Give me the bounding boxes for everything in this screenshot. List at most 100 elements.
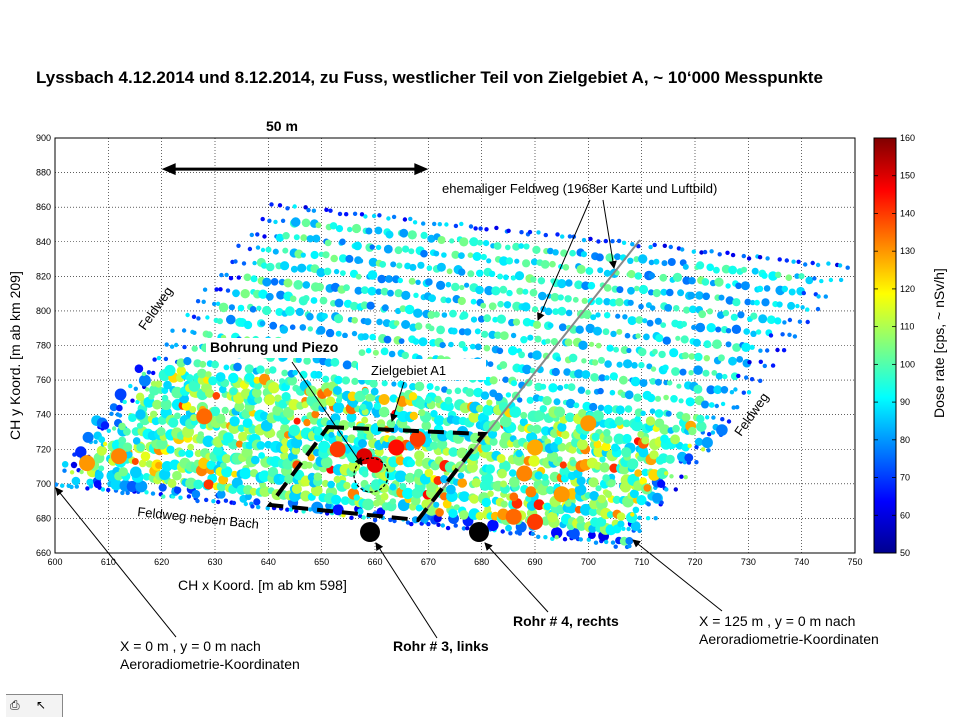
survey-point bbox=[379, 483, 390, 494]
survey-point bbox=[659, 500, 664, 505]
survey-point bbox=[249, 487, 258, 496]
survey-point bbox=[138, 459, 147, 468]
survey-point bbox=[725, 250, 730, 255]
survey-point bbox=[434, 395, 442, 404]
survey-point bbox=[682, 263, 689, 270]
survey-point bbox=[500, 480, 507, 488]
survey-point bbox=[340, 496, 350, 505]
survey-point bbox=[634, 285, 640, 292]
survey-point bbox=[699, 250, 704, 255]
survey-point bbox=[392, 518, 397, 524]
survey-point bbox=[118, 422, 126, 431]
survey-point bbox=[506, 289, 513, 297]
survey-point bbox=[368, 257, 378, 267]
survey-point bbox=[564, 295, 572, 303]
survey-point bbox=[420, 249, 428, 258]
survey-point bbox=[785, 274, 793, 282]
survey-point bbox=[474, 328, 481, 335]
survey-point bbox=[679, 474, 684, 479]
survey-point bbox=[533, 499, 545, 511]
survey-point bbox=[662, 243, 667, 248]
survey-point bbox=[351, 317, 359, 324]
figure-tool-icon[interactable]: ⎙ bbox=[10, 698, 20, 712]
survey-point bbox=[133, 386, 138, 391]
survey-point bbox=[469, 494, 479, 504]
survey-point bbox=[316, 267, 326, 278]
survey-point bbox=[259, 320, 266, 327]
survey-point bbox=[703, 355, 710, 362]
survey-point bbox=[791, 259, 796, 264]
survey-point bbox=[522, 259, 531, 268]
survey-point bbox=[627, 257, 634, 264]
survey-point bbox=[118, 467, 128, 477]
survey-point bbox=[518, 351, 525, 359]
survey-point bbox=[782, 320, 787, 325]
survey-point bbox=[543, 535, 548, 540]
survey-point bbox=[737, 311, 745, 319]
arrow-tool-icon[interactable]: ↖ bbox=[36, 698, 47, 712]
survey-point bbox=[413, 308, 423, 318]
survey-point bbox=[389, 498, 397, 505]
survey-point bbox=[555, 356, 562, 362]
survey-point bbox=[427, 234, 436, 243]
survey-point bbox=[164, 342, 169, 347]
survey-point bbox=[750, 299, 756, 306]
survey-point bbox=[325, 396, 336, 407]
survey-point bbox=[244, 364, 254, 374]
survey-point bbox=[282, 406, 294, 418]
survey-point bbox=[74, 484, 80, 489]
survey-point bbox=[102, 441, 108, 447]
survey-point bbox=[684, 453, 694, 463]
survey-point bbox=[327, 480, 335, 489]
survey-point bbox=[225, 288, 231, 293]
colorbar-tick-label: 80 bbox=[900, 435, 910, 445]
corner-arrow bbox=[632, 539, 723, 612]
survey-point bbox=[394, 246, 403, 255]
survey-point bbox=[138, 374, 151, 387]
survey-point bbox=[191, 489, 201, 499]
survey-point bbox=[828, 277, 834, 283]
survey-point bbox=[516, 287, 524, 295]
survey-point bbox=[763, 285, 771, 292]
survey-point bbox=[251, 387, 262, 398]
survey-point bbox=[596, 239, 601, 244]
x-tick-label: 720 bbox=[687, 557, 702, 567]
survey-point bbox=[408, 277, 416, 285]
survey-point bbox=[436, 522, 441, 527]
survey-point bbox=[481, 497, 491, 508]
survey-point bbox=[421, 221, 426, 226]
survey-point bbox=[318, 440, 331, 453]
survey-point bbox=[343, 443, 354, 454]
survey-point bbox=[351, 330, 358, 337]
survey-point bbox=[554, 406, 565, 418]
survey-point bbox=[482, 404, 494, 416]
survey-point bbox=[269, 366, 277, 374]
survey-point bbox=[383, 244, 393, 254]
survey-point bbox=[288, 507, 294, 512]
survey-point bbox=[93, 439, 98, 445]
survey-point bbox=[260, 216, 265, 222]
survey-point bbox=[389, 483, 397, 491]
survey-point bbox=[615, 313, 621, 319]
survey-point bbox=[449, 238, 455, 244]
survey-point bbox=[624, 332, 631, 339]
survey-point bbox=[733, 387, 738, 392]
survey-point bbox=[589, 341, 595, 347]
survey-point bbox=[211, 499, 216, 504]
survey-point bbox=[242, 418, 253, 428]
survey-point bbox=[659, 273, 668, 282]
survey-point bbox=[417, 261, 425, 269]
survey-point bbox=[306, 207, 311, 213]
survey-point bbox=[675, 441, 684, 450]
survey-point bbox=[563, 368, 571, 376]
survey-point bbox=[452, 415, 461, 425]
survey-point bbox=[231, 500, 237, 506]
survey-point bbox=[624, 390, 634, 400]
survey-point bbox=[135, 409, 146, 420]
survey-point bbox=[444, 396, 453, 405]
survey-point bbox=[582, 401, 592, 411]
survey-point bbox=[156, 438, 168, 450]
survey-point bbox=[395, 307, 402, 315]
survey-point bbox=[55, 482, 59, 487]
survey-point bbox=[578, 340, 588, 350]
